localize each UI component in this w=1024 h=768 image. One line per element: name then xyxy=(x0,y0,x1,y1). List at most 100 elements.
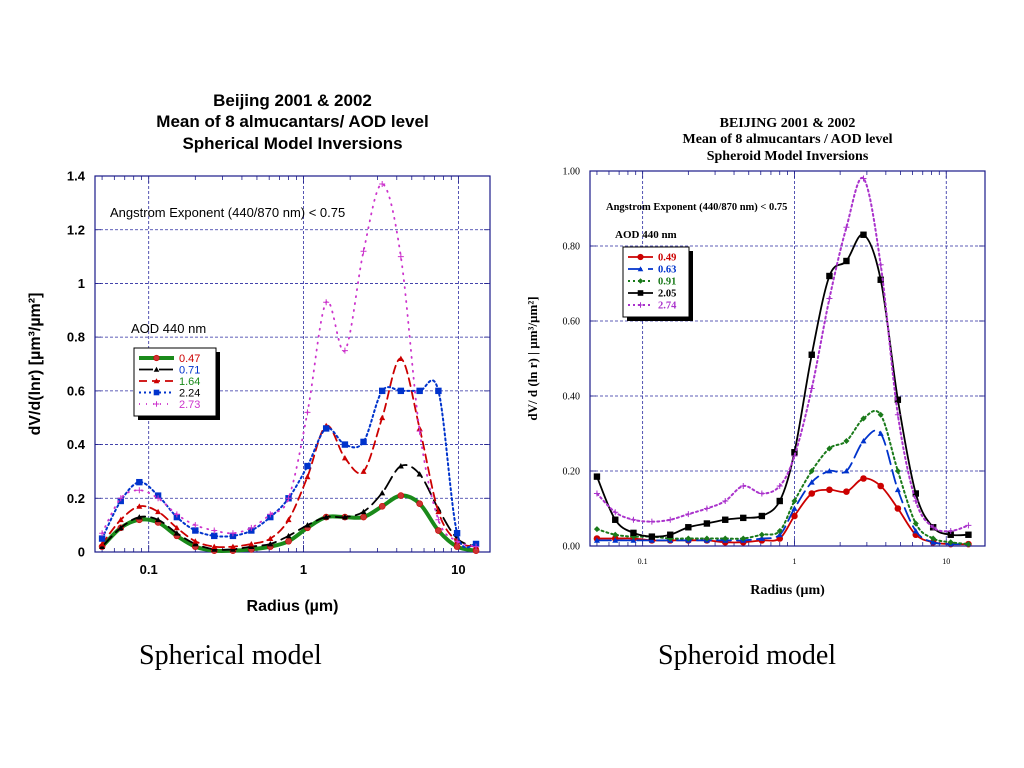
data-point xyxy=(173,524,180,531)
data-point xyxy=(685,524,692,531)
data-point xyxy=(808,351,815,358)
data-point xyxy=(722,498,729,504)
data-point xyxy=(912,528,919,534)
series-0.91 xyxy=(593,409,972,548)
data-point xyxy=(667,516,674,523)
legend-label: 2.24 xyxy=(179,387,200,399)
data-point xyxy=(758,531,765,538)
data-point xyxy=(229,530,236,537)
x-axis-label: Radius (µm) xyxy=(750,583,825,598)
legend-title: AOD 440 nm xyxy=(615,229,677,241)
series-line-0.63 xyxy=(596,429,970,546)
annotation-angstrom: Angstrom Exponent (440/870 nm) < 0.75 xyxy=(110,205,345,220)
y-tick-label: 0.80 xyxy=(563,242,581,253)
data-point xyxy=(703,535,710,542)
data-point xyxy=(136,503,143,509)
legend-title: AOD 440 nm xyxy=(131,321,206,336)
data-point xyxy=(740,535,747,542)
series-line-0.91 xyxy=(595,409,970,546)
y-tick-label: 0 xyxy=(78,545,85,560)
x-tick-label: 1 xyxy=(300,562,307,577)
data-point xyxy=(877,276,884,283)
data-point xyxy=(323,514,330,520)
data-point xyxy=(877,261,884,268)
legend-marker xyxy=(153,378,160,384)
legend-marker xyxy=(637,278,644,284)
data-point xyxy=(612,509,619,516)
data-point xyxy=(173,530,180,536)
data-point xyxy=(877,482,885,490)
data-point xyxy=(912,520,919,527)
data-point xyxy=(248,524,255,531)
x-tick-label: 10 xyxy=(451,562,465,577)
data-point xyxy=(947,531,954,538)
data-point xyxy=(860,438,867,444)
data-point xyxy=(776,528,783,534)
data-point xyxy=(877,430,884,436)
data-point xyxy=(843,468,850,474)
data-point xyxy=(379,181,386,188)
data-point xyxy=(722,535,729,542)
y-tick-label: 0.60 xyxy=(563,317,581,328)
y-tick-label: 0.40 xyxy=(563,392,581,403)
data-point xyxy=(612,516,619,523)
chart-title-line: Beijing 2001 & 2002 xyxy=(213,91,372,110)
data-point xyxy=(843,488,850,495)
data-point xyxy=(791,505,798,511)
data-point xyxy=(248,540,255,547)
data-point xyxy=(808,468,815,474)
plot-frame xyxy=(94,175,491,553)
data-point xyxy=(912,490,919,497)
y-tick-label: 0.6 xyxy=(67,383,85,398)
data-point xyxy=(826,272,833,280)
legend-label: 0.47 xyxy=(179,353,200,365)
data-point xyxy=(894,505,902,512)
data-point xyxy=(894,486,901,493)
series-2.74 xyxy=(593,175,972,534)
legend-marker xyxy=(153,354,160,362)
legend-label: 2.05 xyxy=(658,289,676,300)
y-tick-label: 0.2 xyxy=(67,491,85,506)
data-point xyxy=(229,543,236,550)
annotation-angstrom: Angstrom Exponent (440/870 nm) < 0.75 xyxy=(606,202,787,213)
data-point xyxy=(843,257,850,265)
data-point xyxy=(416,428,423,435)
chart-1: Beijing 2001 & 2002 Mean of 8 almucantars… xyxy=(27,91,491,615)
data-point xyxy=(826,445,833,452)
data-point xyxy=(192,522,199,529)
data-point xyxy=(304,462,311,470)
y-tick-label: 0.8 xyxy=(67,330,85,345)
legend: 0.490.630.912.052.74 xyxy=(622,246,693,321)
chart-title-line: Spherical Model Inversions xyxy=(182,134,402,153)
data-point xyxy=(791,453,798,459)
data-point xyxy=(894,396,902,403)
data-point xyxy=(323,299,330,306)
data-point xyxy=(685,511,692,518)
data-point xyxy=(894,411,901,418)
data-point xyxy=(630,537,637,543)
data-point xyxy=(685,535,692,542)
data-point xyxy=(808,385,815,392)
legend-label: 0.63 xyxy=(658,265,676,276)
data-point xyxy=(860,231,867,238)
data-point xyxy=(758,535,765,541)
data-point xyxy=(843,224,850,231)
y-axis-label: dV/ d (ln r) | µm³/µm²] xyxy=(525,296,540,420)
series-0.47 xyxy=(98,492,480,554)
data-point xyxy=(360,438,367,446)
chart-title-line: Mean of 8 almucantars/ AOD level xyxy=(156,112,428,131)
data-point xyxy=(630,516,637,523)
data-point xyxy=(648,537,655,543)
chart-title-line: Spheroid Model Inversions xyxy=(707,149,869,164)
data-point xyxy=(722,516,729,523)
y-tick-label: 1.00 xyxy=(563,167,581,178)
data-point xyxy=(612,531,619,538)
data-point xyxy=(155,508,162,515)
data-point xyxy=(740,514,747,522)
legend-marker xyxy=(637,302,644,308)
legend-marker xyxy=(637,253,644,261)
data-point xyxy=(435,387,442,395)
data-point xyxy=(285,537,292,545)
